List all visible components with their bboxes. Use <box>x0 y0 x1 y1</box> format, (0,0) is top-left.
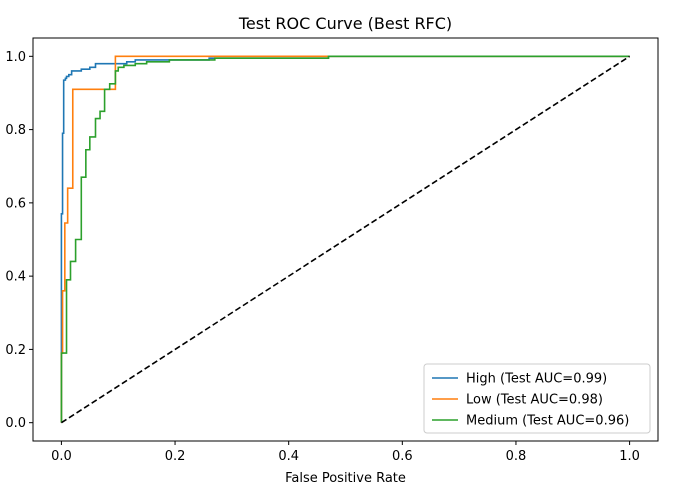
y-tick-label: 1.0 <box>5 50 26 65</box>
plot-area <box>60 55 631 424</box>
y-tick-label: 0.4 <box>5 270 26 285</box>
y-tick-label: 0.2 <box>5 343 26 358</box>
roc-line-2 <box>60 55 630 423</box>
legend-box <box>423 363 651 434</box>
legend: High (Test AUC=0.99) Low (Test AUC=0.98) M… <box>423 363 651 434</box>
legend-label: Medium (Test AUC=0.96) <box>466 414 629 429</box>
legend-label: High (Test AUC=0.99) <box>466 372 607 387</box>
roc-line-0 <box>60 55 630 423</box>
y-tick-label: 0.0 <box>5 416 26 431</box>
y-axis: 0.0 0.2 0.4 0.6 0.8 1.0 <box>5 50 33 431</box>
plot-frame <box>32 37 659 442</box>
x-axis-label: False Positive Rate <box>285 471 406 486</box>
chance-line <box>60 55 631 424</box>
x-tick-label: 0.2 <box>165 449 186 464</box>
x-tick-label: 0.4 <box>278 449 299 464</box>
chart-title: Test ROC Curve (Best RFC) <box>238 14 452 33</box>
y-tick-label: 0.6 <box>5 196 26 211</box>
x-tick-label: 0.6 <box>392 449 413 464</box>
legend-label: Low (Test AUC=0.98) <box>466 393 603 408</box>
x-tick-label: 1.0 <box>619 449 640 464</box>
x-tick-label: 0.8 <box>506 449 527 464</box>
x-axis: 0.0 0.2 0.4 0.6 0.8 1.0 <box>51 441 640 464</box>
y-tick-label: 0.8 <box>5 123 26 138</box>
x-tick-label: 0.0 <box>51 449 72 464</box>
